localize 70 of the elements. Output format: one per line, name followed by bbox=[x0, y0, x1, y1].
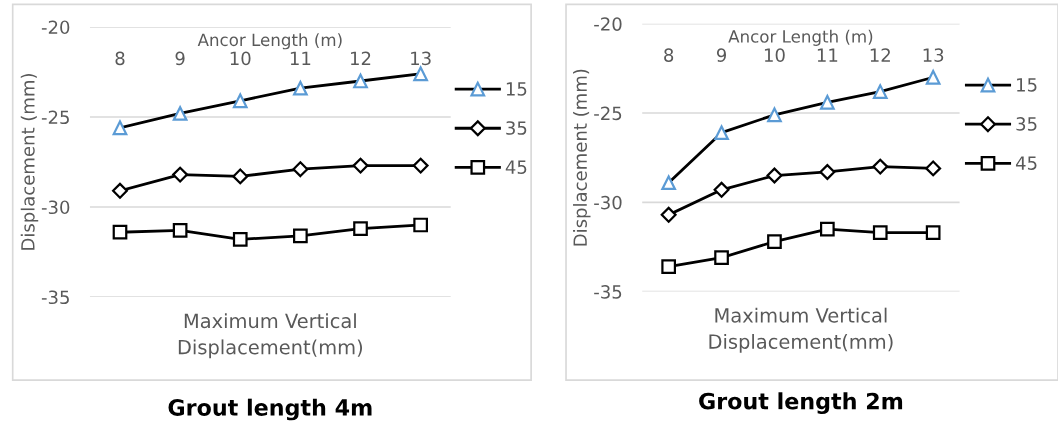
point bbox=[660, 206, 677, 223]
point bbox=[713, 181, 730, 198]
point bbox=[172, 106, 188, 121]
legend-label: 35 bbox=[506, 121, 527, 135]
point bbox=[172, 223, 188, 238]
point bbox=[292, 161, 309, 178]
point bbox=[872, 84, 888, 99]
y-tick-label: -25 bbox=[41, 110, 69, 125]
x-tick-label: 10 bbox=[230, 51, 251, 66]
legend-label: 35 bbox=[1016, 117, 1037, 131]
y-tick-label: -35 bbox=[594, 285, 622, 299]
point bbox=[353, 73, 368, 89]
x-axis-title: Ancor Length (m) bbox=[728, 29, 873, 46]
x-tick-label: 12 bbox=[870, 48, 890, 62]
y-tick-label: -20 bbox=[41, 20, 70, 35]
point bbox=[232, 232, 248, 247]
text: Maximum Vertical Displacement(mm) bbox=[178, 313, 363, 359]
legend-label: 45 bbox=[1015, 156, 1037, 170]
point bbox=[661, 175, 677, 191]
point bbox=[112, 182, 128, 199]
x-tick-label: 9 bbox=[175, 51, 185, 66]
point bbox=[232, 93, 248, 109]
x-tick-label: 13 bbox=[411, 51, 431, 66]
point bbox=[112, 120, 128, 136]
text: Grout length 4m bbox=[168, 398, 372, 421]
y-tick-label: -35 bbox=[41, 290, 69, 305]
point bbox=[872, 225, 888, 241]
point bbox=[412, 157, 429, 174]
point bbox=[232, 168, 249, 185]
point bbox=[767, 234, 782, 249]
x-tick-label: 8 bbox=[664, 48, 674, 62]
point bbox=[767, 107, 782, 123]
point bbox=[820, 221, 835, 237]
x-axis-title: Ancor Length (m) bbox=[197, 33, 342, 50]
point bbox=[872, 158, 889, 175]
point bbox=[819, 163, 836, 180]
legend-label: 15 bbox=[1017, 78, 1037, 92]
point bbox=[293, 80, 308, 96]
point bbox=[413, 217, 428, 233]
y-axis-title: Displacement (mm) bbox=[573, 69, 591, 246]
point bbox=[172, 166, 189, 183]
y-tick-label: -25 bbox=[594, 106, 622, 121]
x-tick-label: 8 bbox=[115, 51, 125, 66]
point bbox=[714, 250, 729, 266]
y-tick-label: -20 bbox=[594, 17, 622, 31]
point bbox=[766, 167, 783, 184]
x-tick-label: 9 bbox=[716, 48, 727, 62]
point bbox=[353, 221, 368, 236]
point bbox=[925, 225, 941, 241]
point bbox=[925, 69, 941, 85]
point bbox=[413, 66, 428, 82]
text: Grout length 2m bbox=[699, 392, 903, 414]
text: Maximum Vertical Displacement(mm) bbox=[709, 307, 893, 353]
x-tick-label: 13 bbox=[923, 48, 944, 62]
point bbox=[352, 157, 369, 174]
point bbox=[293, 228, 308, 244]
y-tick-label: -30 bbox=[41, 200, 70, 215]
x-tick-label: 11 bbox=[290, 51, 311, 65]
y-axis-title: Displacement (mm) bbox=[20, 73, 39, 250]
point bbox=[714, 125, 729, 141]
point bbox=[820, 94, 835, 110]
legend-label: 45 bbox=[505, 160, 527, 174]
legend-label: 15 bbox=[506, 82, 527, 96]
y-tick-label: -30 bbox=[594, 195, 622, 210]
point bbox=[661, 259, 677, 274]
x-tick-label: 10 bbox=[764, 48, 785, 62]
point bbox=[925, 160, 942, 177]
point bbox=[112, 224, 128, 240]
x-tick-label: 12 bbox=[351, 51, 371, 65]
x-tick-label: 11 bbox=[817, 48, 838, 62]
